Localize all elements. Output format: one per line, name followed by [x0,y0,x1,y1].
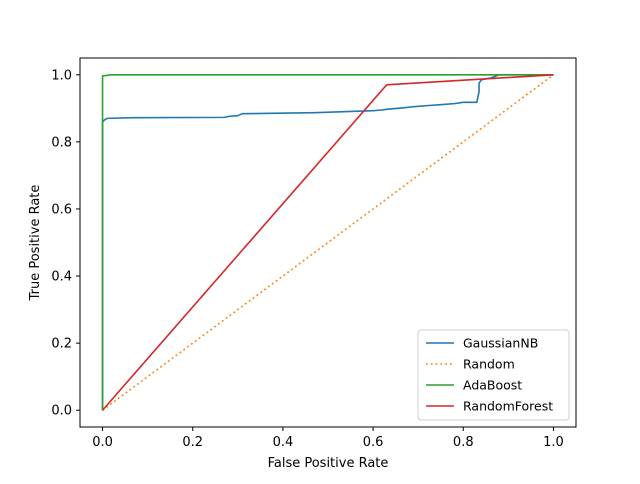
x-tick-label: 0.2 [182,435,203,450]
x-tick-label: 0.6 [363,435,384,450]
x-tick-label: 0.0 [92,435,113,450]
legend-box [417,329,570,421]
y-tick-label: 0.0 [51,404,72,419]
legend: GaussianNB Random AdaBoost RandomForest [417,329,570,421]
series-line-adaboost [101,73,554,411]
y-axis-label: True Positive Rate [28,185,43,302]
legend-label-randomforest: RandomForest [463,399,553,414]
legend-label-random: Random [463,357,515,372]
x-tick-label: 0.8 [453,435,474,450]
x-tick-label: 1.0 [543,435,564,450]
plot-frame [79,57,577,428]
y-tick-label: 0.2 [51,337,72,352]
x-axis-label: False Positive Rate [268,456,389,471]
y-tick-label: 1.0 [51,68,72,83]
legend-label-gaussiannb: GaussianNB [463,336,538,351]
series-line-randomforest [101,73,554,411]
y-axis-ticks: 0.0 0.2 0.4 0.6 0.8 1.0 [51,68,80,419]
y-tick-label: 0.4 [51,270,72,285]
y-tick-label: 0.6 [51,202,72,217]
y-tick-label: 0.8 [51,135,72,150]
x-tick-label: 0.4 [273,435,294,450]
legend-label-adaboost: AdaBoost [463,378,522,393]
series-layer [101,73,554,411]
x-axis-ticks: 0.0 0.2 0.4 0.6 0.8 1.0 [92,427,564,450]
